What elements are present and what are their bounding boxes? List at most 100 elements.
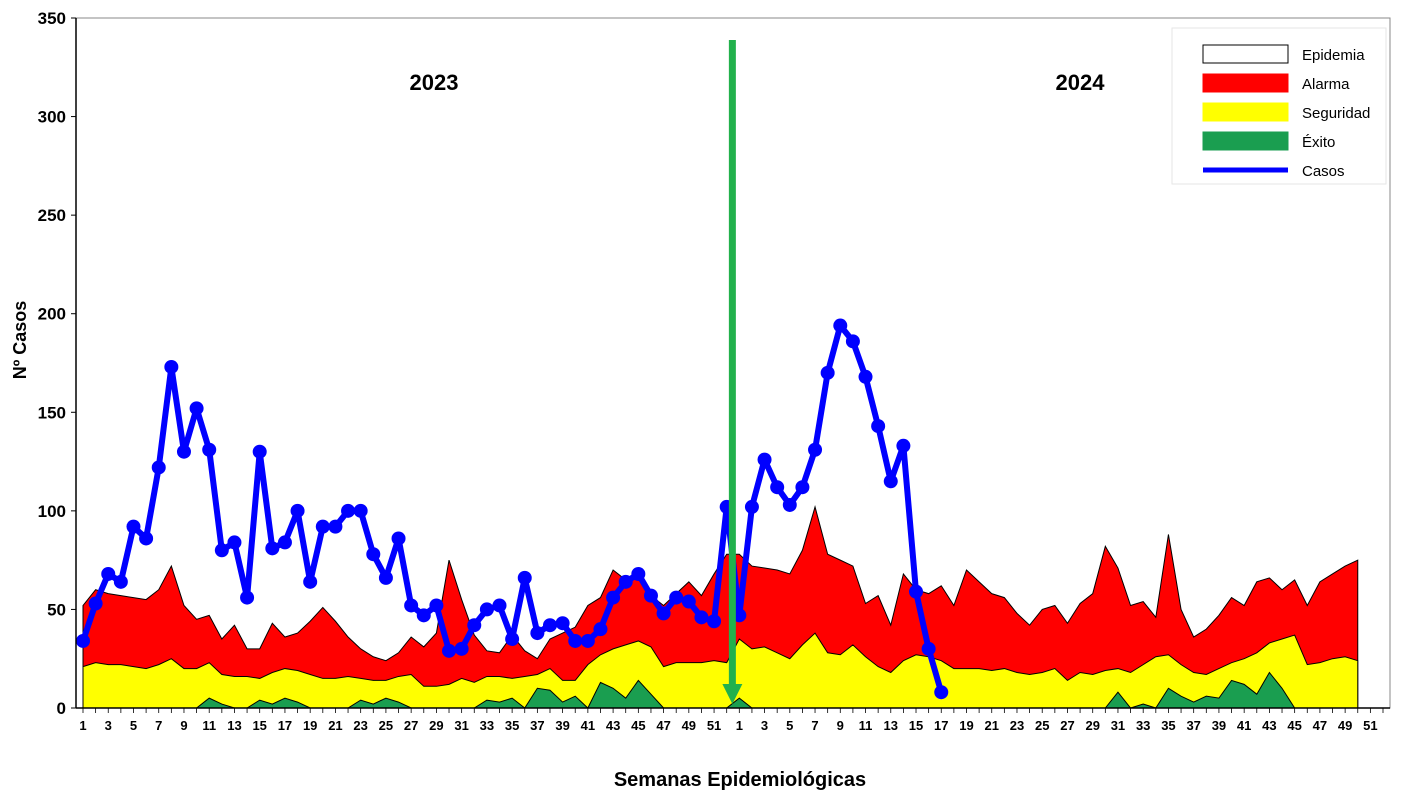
- casos-point: [530, 626, 545, 641]
- plot-area: [76, 318, 1359, 709]
- legend-swatch-alarma: [1202, 73, 1289, 93]
- casos-point: [391, 531, 406, 546]
- x-tick-label: 7: [811, 718, 818, 733]
- x-tick-label: 47: [656, 718, 670, 733]
- legend-label-epidemia: Epidemia: [1302, 47, 1365, 64]
- x-tick-label: 49: [1338, 718, 1352, 733]
- casos-point: [921, 641, 936, 656]
- casos-point: [202, 442, 217, 457]
- y-tick-label: 150: [38, 403, 66, 422]
- x-tick-label: 51: [707, 718, 721, 733]
- x-tick-label: 39: [1212, 718, 1226, 733]
- x-tick-label: 17: [278, 718, 292, 733]
- casos-point: [328, 519, 343, 534]
- casos-point: [214, 543, 229, 558]
- x-tick-label: 27: [404, 718, 418, 733]
- x-tick-label: 33: [480, 718, 494, 733]
- casos-point: [934, 685, 949, 700]
- legend-label-exito: Éxito: [1302, 134, 1335, 151]
- casos-point: [631, 566, 646, 581]
- x-tick-label: 5: [786, 718, 793, 733]
- x-tick-label: 15: [252, 718, 266, 733]
- casos-point: [442, 643, 457, 658]
- legend-label-seguridad: Seguridad: [1302, 105, 1370, 122]
- x-tick-label: 31: [454, 718, 468, 733]
- x-tick-label: 27: [1060, 718, 1074, 733]
- x-tick-label: 47: [1313, 718, 1327, 733]
- x-tick-label: 37: [1186, 718, 1200, 733]
- x-tick-label: 35: [505, 718, 519, 733]
- casos-point: [492, 598, 507, 613]
- x-tick-label: 45: [631, 718, 645, 733]
- x-tick-label: 5: [130, 718, 137, 733]
- casos-point: [909, 584, 924, 599]
- x-tick-label: 41: [581, 718, 595, 733]
- casos-point: [744, 499, 759, 514]
- casos-point: [265, 541, 280, 556]
- casos-point: [378, 570, 393, 585]
- area-seguridad: [82, 632, 1359, 709]
- x-tick-label: 21: [985, 718, 999, 733]
- casos-point: [568, 633, 583, 648]
- casos-point: [883, 474, 898, 489]
- x-tick-label: 17: [934, 718, 948, 733]
- x-tick-label: 29: [1085, 718, 1099, 733]
- legend-label-casos: Casos: [1302, 163, 1345, 180]
- x-tick-label: 39: [555, 718, 569, 733]
- x-tick-label: 43: [1262, 718, 1276, 733]
- casos-point: [113, 574, 128, 589]
- casos-point: [871, 419, 886, 434]
- x-tick-label: 31: [1111, 718, 1125, 733]
- y-tick-label: 350: [38, 9, 66, 28]
- x-tick-label: 7: [155, 718, 162, 733]
- casos-point: [845, 334, 860, 349]
- casos-point: [656, 606, 671, 621]
- casos-point: [139, 531, 154, 546]
- x-tick-label: 1: [79, 718, 86, 733]
- casos-point: [555, 616, 570, 631]
- casos-point: [151, 460, 166, 475]
- x-tick-label: 11: [202, 718, 216, 733]
- x-tick-label: 21: [328, 718, 342, 733]
- x-tick-label: 41: [1237, 718, 1251, 733]
- casos-point: [757, 452, 772, 467]
- x-tick-label: 49: [682, 718, 696, 733]
- casos-point: [833, 318, 848, 333]
- casos-point: [277, 535, 292, 550]
- casos-point: [618, 574, 633, 589]
- year-label-2024: 2024: [1056, 70, 1106, 95]
- casos-point: [580, 633, 595, 648]
- casos-point: [896, 438, 911, 453]
- x-tick-label: 29: [429, 718, 443, 733]
- casos-point: [126, 519, 141, 534]
- casos-point: [770, 480, 785, 495]
- casos-point: [467, 618, 482, 633]
- casos-point: [694, 610, 709, 625]
- casos-point: [240, 590, 255, 605]
- x-tick-label: 1: [736, 718, 743, 733]
- casos-point: [76, 633, 90, 648]
- x-tick-label: 33: [1136, 718, 1150, 733]
- x-tick-label: 19: [303, 718, 317, 733]
- x-tick-label: 13: [227, 718, 241, 733]
- year-label-2023: 2023: [410, 70, 459, 95]
- casos-point: [416, 608, 431, 623]
- x-tick-label: 9: [180, 718, 187, 733]
- casos-point: [88, 596, 103, 611]
- casos-point: [101, 566, 116, 581]
- x-tick-label: 25: [379, 718, 393, 733]
- casos-point: [606, 590, 621, 605]
- casos-point: [341, 503, 356, 518]
- casos-point: [707, 614, 722, 629]
- casos-point: [176, 444, 191, 459]
- x-tick-label: 35: [1161, 718, 1175, 733]
- x-tick-label: 23: [353, 718, 367, 733]
- x-tick-label: 9: [837, 718, 844, 733]
- legend-swatch-exito: [1202, 131, 1289, 151]
- x-tick-label: 15: [909, 718, 923, 733]
- casos-point: [479, 602, 494, 617]
- legend-label-alarma: Alarma: [1302, 76, 1350, 93]
- x-tick-label: 45: [1287, 718, 1301, 733]
- casos-point: [303, 574, 318, 589]
